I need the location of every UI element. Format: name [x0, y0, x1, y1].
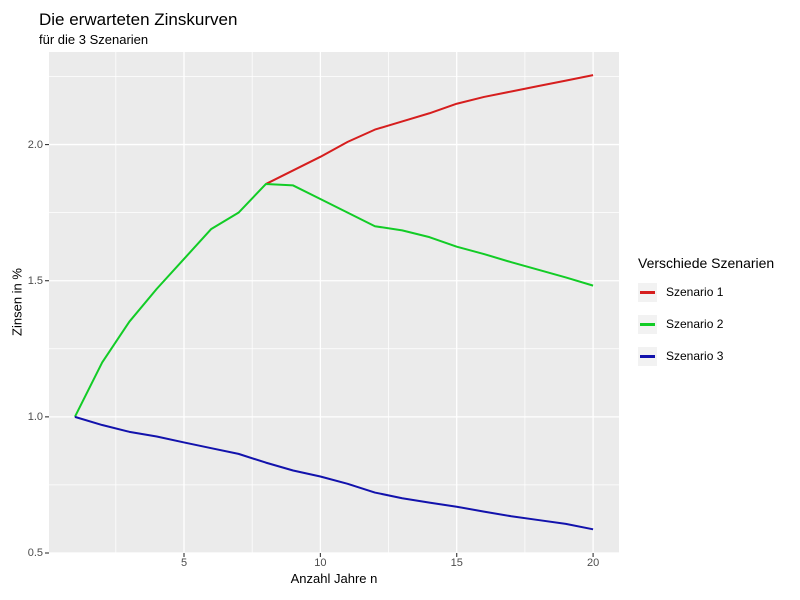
- legend-key-icon: [638, 314, 657, 334]
- y-axis-tick-label: 1.0: [27, 410, 43, 423]
- legend-line-swatch: [640, 354, 655, 358]
- legend: Verschiede Szenarien Szenario 1 Szenario…: [638, 255, 774, 378]
- y-axis-tick-label: 1.5: [27, 274, 43, 287]
- legend-line-swatch: [640, 290, 655, 294]
- legend-key-icon: [638, 346, 657, 366]
- legend-key-icon: [638, 282, 657, 302]
- y-axis-title: Zinsen in %: [9, 268, 25, 336]
- x-axis-title: Anzahl Jahre n: [290, 571, 378, 586]
- x-axis-tick-label: 20: [586, 557, 600, 569]
- legend-label: Szenario 2: [666, 317, 724, 331]
- legend-label: Szenario 1: [666, 285, 724, 299]
- legend-label: Szenario 3: [666, 349, 724, 363]
- legend-item-szenario-2: Szenario 2: [638, 314, 774, 334]
- legend-item-szenario-3: Szenario 3: [638, 346, 774, 366]
- chart-title: Die erwarteten Zinskurven: [39, 10, 238, 29]
- x-axis-tick-label: 5: [180, 557, 188, 569]
- plot-panel-background: [49, 52, 619, 553]
- series-line-szenario-2: [74, 183, 594, 418]
- y-axis-tick-label: 0.5: [27, 547, 43, 559]
- legend-item-szenario-1: Szenario 1: [638, 282, 774, 302]
- series-line-szenario-3: [74, 415, 594, 531]
- series-line-szenario-1: [265, 74, 594, 185]
- legend-line-swatch: [640, 322, 655, 326]
- x-axis-tick-label: 15: [450, 557, 463, 569]
- legend-title: Verschiede Szenarien: [638, 255, 775, 271]
- chart-subtitle: für die 3 Szenarien: [39, 32, 149, 47]
- y-axis-tick-label: 2.0: [27, 138, 43, 151]
- x-axis-tick-label: 10: [314, 557, 327, 569]
